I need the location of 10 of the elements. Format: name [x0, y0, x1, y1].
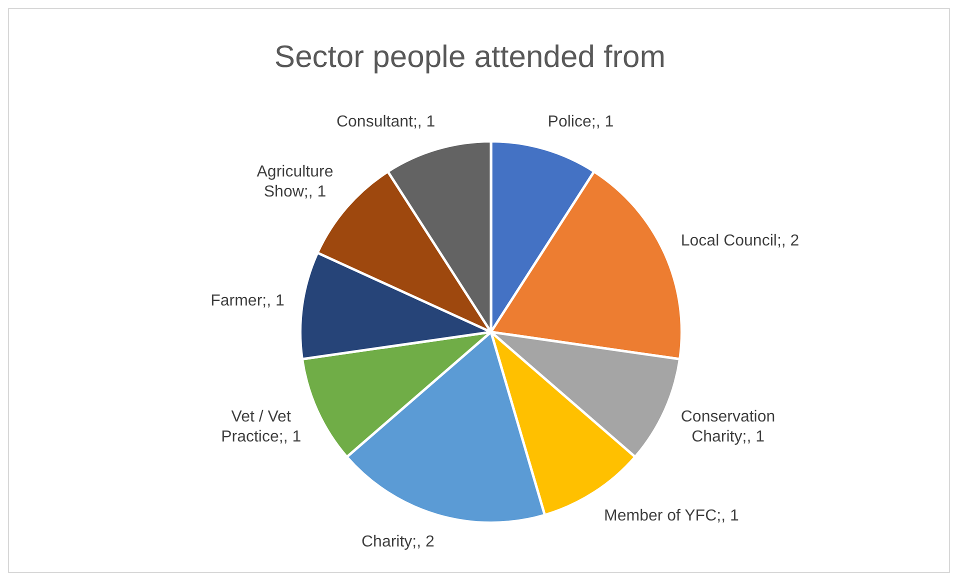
slice-label: Member of YFC;, 1 — [604, 507, 739, 524]
slice-label: Agriculture Show;, 1 — [256, 164, 334, 201]
slice-label: Farmer;, 1 — [210, 292, 284, 310]
chart-title: Sector people attended from — [273, 39, 667, 75]
slice-label: Vet / Vet Practice;, 1 — [221, 408, 302, 446]
slice-label: Conservation Charity;, 1 — [680, 408, 776, 446]
slice-label: Charity;, 2 — [361, 533, 435, 550]
slice-label: Consultant;, 1 — [336, 114, 436, 131]
slice-label: Local Council;, 2 — [680, 232, 800, 250]
slice-label: Police;, 1 — [548, 114, 614, 131]
